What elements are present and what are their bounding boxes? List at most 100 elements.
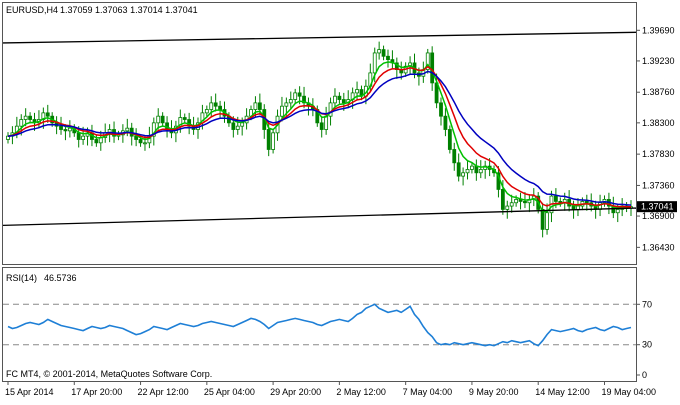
candle-body (319, 122, 324, 130)
time-tick-label: 17 Apr 20:00 (71, 387, 122, 397)
candle-body (160, 115, 165, 124)
price-tick-label: 1.36430 (642, 242, 675, 252)
time-tick-label: 25 Apr 04:00 (204, 387, 255, 397)
time-tick-label: 15 Apr 2014 (5, 387, 54, 397)
rsi-panel[interactable] (2, 267, 637, 382)
current-price-badge (637, 201, 677, 213)
candle-body (94, 139, 99, 144)
candle-body (576, 205, 580, 210)
rsi-line (7, 303, 632, 347)
candle-body (478, 169, 483, 174)
candle-body (523, 201, 527, 204)
price-axis: 1.39690 1.39230 1.38760 1.38300 1.37830 1.373… (636, 25, 675, 380)
candle-body (500, 189, 505, 210)
candle-body (571, 205, 576, 210)
candle-body (293, 92, 298, 100)
candle-body (67, 127, 72, 132)
price-tick-label: 1.38300 (642, 118, 675, 128)
candle-body (439, 102, 443, 117)
rsi-tick-label: 70 (642, 299, 652, 309)
candle-body (302, 95, 306, 104)
candle-body (584, 201, 589, 204)
candle-body (386, 55, 390, 60)
time-tick-label: 19 May 04:00 (601, 387, 656, 397)
rsi-tick-label: 0 (642, 370, 647, 380)
price-panel[interactable] (2, 2, 637, 265)
candle-body (209, 102, 214, 110)
candle-body (372, 52, 377, 74)
candle-body (76, 132, 81, 140)
candle-body (545, 212, 549, 230)
time-tick-label: 22 Apr 12:00 (138, 387, 189, 397)
time-tick-label: 29 Apr 20:00 (270, 387, 321, 397)
candle-body (182, 117, 187, 120)
candle-body (257, 102, 262, 110)
candle-body (381, 49, 386, 57)
candle-body (377, 49, 382, 54)
candle-body (297, 92, 302, 97)
price-tick-label: 1.38760 (642, 87, 675, 97)
price-tick-label: 1.39230 (642, 56, 675, 66)
candle-body (156, 115, 161, 124)
candle-body (505, 205, 510, 210)
candle-body (447, 129, 452, 150)
channel-upper-line (2, 31, 637, 44)
candle-body (333, 95, 337, 104)
candle-body (19, 119, 24, 127)
candle-body (461, 172, 465, 177)
candle-body (474, 165, 479, 174)
candle-body (456, 162, 461, 177)
candle-body (235, 125, 240, 130)
candle-body (540, 209, 545, 230)
candle-body (231, 122, 236, 130)
candle-body (253, 102, 258, 110)
candle-body (280, 105, 284, 117)
candle-body (509, 202, 514, 207)
candle-body (288, 99, 293, 104)
candle-body (240, 122, 245, 127)
candle-body (63, 129, 68, 132)
ma-slow-line (7, 70, 632, 206)
candle-body (337, 95, 342, 100)
ohlc-values-label: 1.37059 1.37063 1.37014 1.37041 (60, 5, 198, 15)
candle-body (266, 129, 271, 150)
candle-body (45, 112, 50, 117)
candle-body (465, 169, 470, 174)
price-tick-label: 1.37830 (642, 149, 675, 159)
time-tick-label: 9 May 20:00 (469, 387, 519, 397)
time-tick-label: 2 May 12:00 (336, 387, 386, 397)
rsi-value-label: 46.5736 (44, 273, 77, 283)
rsi-tick-label: 30 (642, 340, 652, 350)
candle-body (151, 122, 156, 137)
price-tick-label: 1.37360 (642, 180, 675, 190)
candle-body (355, 89, 359, 94)
candle-body (425, 52, 430, 70)
candle-body (125, 127, 130, 132)
candle-body (218, 105, 222, 110)
candle-body (324, 115, 329, 130)
time-tick-label: 14 May 12:00 (535, 387, 590, 397)
candle-body (341, 99, 346, 104)
candle-body (59, 125, 63, 130)
current-price-value: 1.37041 (641, 202, 674, 212)
time-axis: 15 Apr 2014 17 Apr 20:00 22 Apr 12:00 25 Ap… (5, 381, 656, 397)
candle-body (284, 102, 289, 107)
time-tick-label: 7 May 04:00 (403, 387, 453, 397)
candle-body (615, 209, 620, 214)
candle-body (81, 135, 86, 140)
candle-body (470, 165, 474, 170)
copyright-label: FC MT4, © 2001-2014, MetaQuotes Software… (6, 369, 212, 379)
price-tick-label: 1.36900 (642, 211, 675, 221)
candle-body (204, 109, 209, 114)
candle-body (514, 199, 519, 204)
candle-body (430, 52, 435, 84)
price-tick-label: 1.39690 (642, 25, 675, 35)
candle-body (553, 195, 558, 202)
candle-body (271, 132, 276, 150)
candle-body (143, 142, 147, 145)
candle-body (23, 115, 28, 120)
rsi-title-label: RSI(14) (6, 273, 37, 283)
price-layer (2, 31, 637, 238)
candle-body (452, 149, 457, 164)
channel-lower-line (2, 207, 637, 227)
